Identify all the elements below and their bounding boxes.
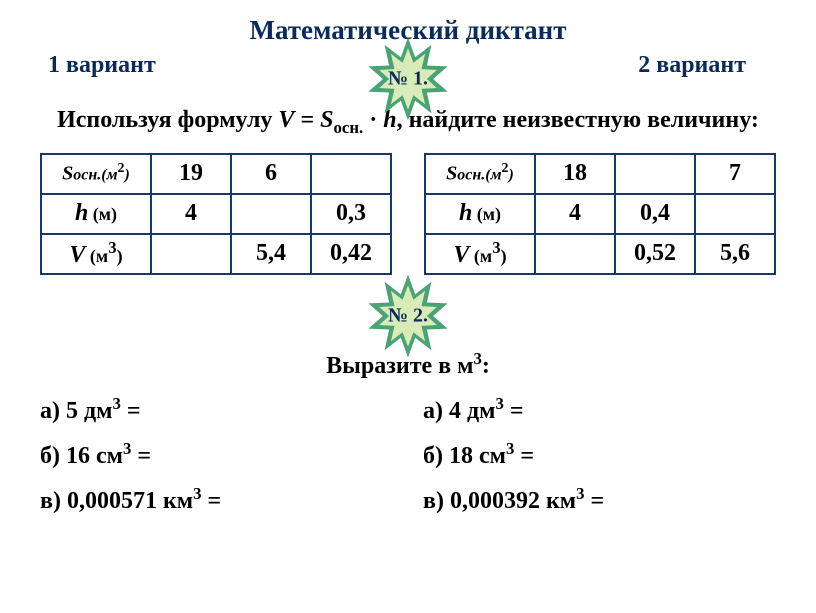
ans1-c: в) 0,000571 км3 = [40, 478, 393, 523]
ans1-a-eq: = [121, 398, 141, 424]
answers-col-2: а) 4 дм3 = б) 18 см3 = в) 0,000392 км3 = [423, 388, 776, 524]
t2-row-h-header: h (м) [425, 194, 535, 234]
ans2-a-eq: = [504, 398, 524, 424]
lbl-S-sub: осн.(м [73, 167, 117, 184]
ans1-c-sup: 3 [193, 484, 201, 503]
ans2-a-sup: 3 [495, 394, 503, 413]
t2-S-2: 7 [695, 154, 775, 194]
formula-prefix: Используя формулу [57, 107, 278, 133]
lbl-V: V [69, 242, 85, 268]
ans2-c-eq: = [585, 488, 605, 514]
ans1-c-label: в) 0,000571 км [40, 488, 193, 514]
lbl-S-sup: 2 [118, 161, 125, 176]
t1-row-V-header: V (м3) [41, 234, 151, 274]
ans2-c: в) 0,000392 км3 = [423, 478, 776, 523]
formula-S: S [320, 107, 333, 133]
ans2-c-label: в) 0,000392 км [423, 488, 576, 514]
ans1-b: б) 16 см3 = [40, 433, 393, 478]
badge-2-wrap: № 2. [30, 271, 786, 351]
lbl2-S-sup: 2 [502, 161, 509, 176]
t2-row-V-header: V (м3) [425, 234, 535, 274]
t1-h-2: 0,3 [311, 194, 391, 234]
ans2-a-label: а) 4 дм [423, 398, 495, 424]
lbl2-S-close: ) [509, 167, 514, 184]
badge-2-label: № 2. [363, 304, 453, 327]
express-suffix: : [482, 353, 490, 379]
ans2-b-label: б) 18 см [423, 443, 506, 469]
t2-V-1: 0,52 [615, 234, 695, 274]
t1-S-1: 6 [231, 154, 311, 194]
lbl-V-close: ) [117, 246, 123, 266]
lbl2-V: V [453, 242, 469, 268]
ans1-a-sup: 3 [112, 394, 120, 413]
t1-V-0 [151, 234, 231, 274]
answers-row: а) 5 дм3 = б) 16 см3 = в) 0,000571 км3 =… [30, 388, 786, 524]
ans2-a: а) 4 дм3 = [423, 388, 776, 433]
formula-S-sub: осн. [333, 118, 363, 137]
lbl2-V-close: ) [501, 246, 507, 266]
ans2-b-eq: = [514, 443, 534, 469]
ans1-b-eq: = [131, 443, 151, 469]
express-sup: 3 [473, 349, 481, 368]
lbl2-h: h [459, 200, 472, 226]
lbl-h: h [75, 200, 88, 226]
answers-col-1: а) 5 дм3 = б) 16 см3 = в) 0,000571 км3 = [40, 388, 393, 524]
t1-h-0: 4 [151, 194, 231, 234]
badge-2: № 2. [363, 271, 453, 361]
t2-h-0: 4 [535, 194, 615, 234]
ans1-c-eq: = [202, 488, 222, 514]
t1-row-h-header: h (м) [41, 194, 151, 234]
variants-row: 1 вариант № 1. 2 вариант [30, 52, 786, 79]
page: Математический диктант 1 вариант № 1. 2 … [0, 0, 816, 613]
table-variant-1: Sосн.(м2) 19 6 h (м) 4 0,3 V (м3) 5,4 [40, 153, 392, 275]
t2-S-1 [615, 154, 695, 194]
lbl-h-unit: (м) [88, 204, 117, 224]
t1-row-S-header: Sосн.(м2) [41, 154, 151, 194]
t1-S-2 [311, 154, 391, 194]
lbl2-V-open: (м [469, 246, 492, 266]
lbl-V-sup: 3 [108, 238, 116, 257]
variant-1-label: 1 вариант [48, 52, 156, 79]
t2-S-0: 18 [535, 154, 615, 194]
t1-V-1: 5,4 [231, 234, 311, 274]
t2-V-0 [535, 234, 615, 274]
lbl2-h-unit: (м) [472, 204, 501, 224]
lbl2-S: S [446, 163, 457, 185]
t1-V-2: 0,42 [311, 234, 391, 274]
ans2-c-sup: 3 [576, 484, 584, 503]
t2-h-1: 0,4 [615, 194, 695, 234]
badge-1-label: № 1. [363, 68, 453, 91]
ans2-b: б) 18 см3 = [423, 433, 776, 478]
lbl2-V-sup: 3 [492, 238, 500, 257]
formula-V: V [278, 107, 294, 133]
lbl2-S-sub: осн.(м [457, 167, 501, 184]
t2-row-S-header: Sосн.(м2) [425, 154, 535, 194]
formula-eq: = [294, 107, 320, 133]
lbl-V-open: (м [85, 246, 108, 266]
lbl-S: S [62, 163, 73, 185]
t2-h-2 [695, 194, 775, 234]
lbl-S-close: ) [125, 167, 130, 184]
ans1-a-label: а) 5 дм [40, 398, 112, 424]
ans1-b-label: б) 16 см [40, 443, 123, 469]
variant-2-label: 2 вариант [638, 52, 746, 79]
tables-row: Sосн.(м2) 19 6 h (м) 4 0,3 V (м3) 5,4 [30, 153, 786, 275]
t2-V-2: 5,6 [695, 234, 775, 274]
table-variant-2: Sосн.(м2) 18 7 h (м) 4 0,4 V (м3) 0,52 [424, 153, 776, 275]
ans1-a: а) 5 дм3 = [40, 388, 393, 433]
t1-S-0: 19 [151, 154, 231, 194]
badge-1: № 1. [363, 34, 453, 124]
t1-h-1 [231, 194, 311, 234]
